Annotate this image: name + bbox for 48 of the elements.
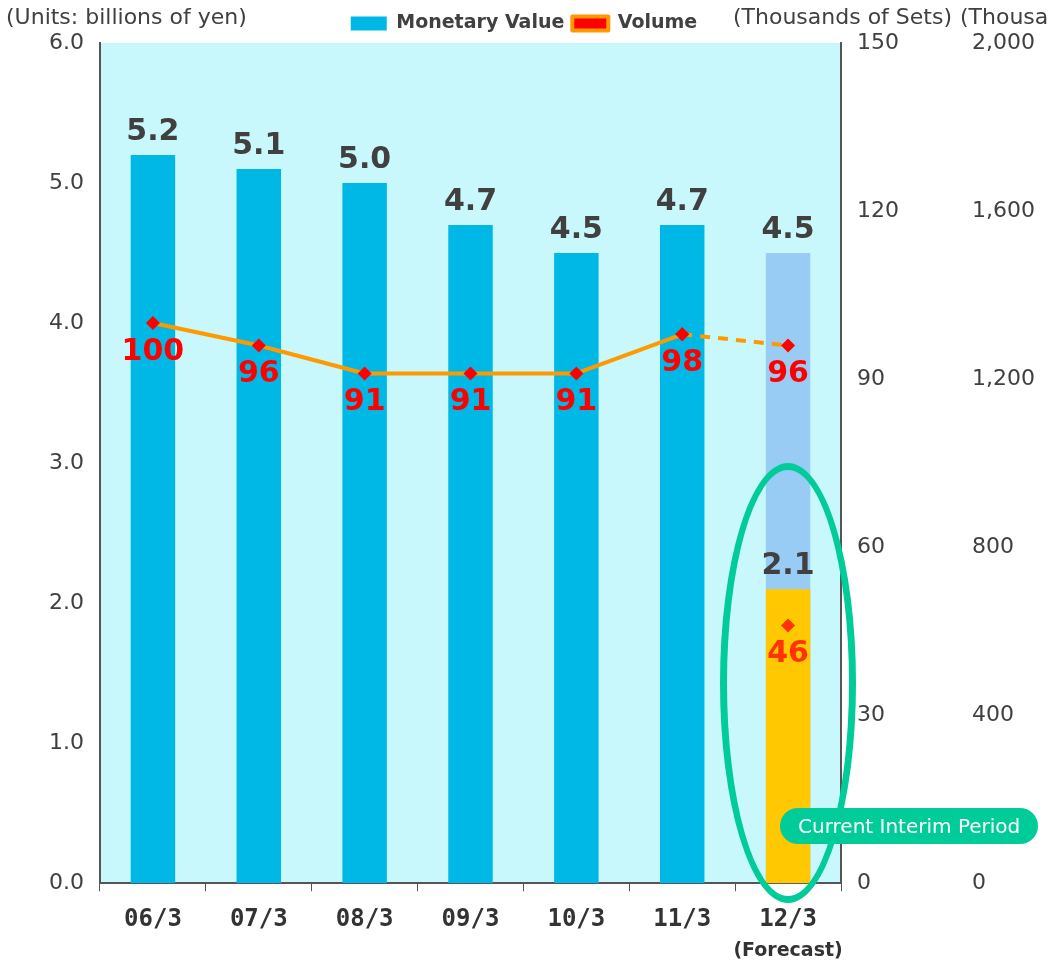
y-tick-label: 4.0 (49, 308, 84, 334)
x-tick-label: 07/3 (229, 903, 288, 932)
data-label: 2.1 (761, 545, 815, 581)
data-label: 46 (767, 634, 809, 670)
y2-axis-title: (Thousands of Sets) (732, 3, 952, 29)
data-label: 4.5 (549, 209, 603, 245)
data-label: 91 (555, 382, 598, 418)
y-axis-title: (Units: billions of yen) (6, 3, 247, 29)
data-label: 96 (237, 354, 280, 390)
y2-tick-label: 150 (857, 28, 899, 54)
y3-axis-title: (Thousa (960, 3, 1048, 29)
x-tick-label: 09/3 (441, 903, 500, 932)
x-tick-label: 08/3 (335, 903, 394, 932)
data-label: 4.5 (761, 209, 815, 245)
y3-tick-label: 800 (972, 532, 1014, 558)
y3-tick-label: 400 (972, 700, 1014, 726)
data-label: 98 (661, 343, 704, 379)
y-tick-label: 1.0 (49, 728, 84, 754)
y2-tick-label: 30 (857, 700, 885, 726)
text: (Forecast) (733, 937, 843, 960)
y-tick-label: 3.0 (49, 448, 84, 474)
x-tick-label: 06/3 (124, 903, 182, 932)
y2-tick-label: 60 (857, 532, 885, 558)
data-label: 5.0 (338, 139, 392, 175)
x-tick-label: 12/3 (759, 903, 817, 932)
data-label: 91 (343, 382, 386, 418)
data-label: 91 (449, 382, 492, 418)
data-label: 4.7 (655, 181, 709, 217)
y-tick-label: 5.0 (49, 168, 84, 194)
y2-tick-label: 0 (857, 868, 871, 894)
y3-tick-label: 2,000 (972, 28, 1035, 54)
y2-tick-label: 90 (857, 364, 885, 390)
y2-tick-label: 120 (857, 196, 899, 222)
y3-tick-label: 1,200 (972, 364, 1035, 390)
data-label: 4.7 (443, 181, 498, 217)
x-tick-label: 10/3 (547, 903, 606, 932)
data-label: 96 (767, 354, 809, 390)
y-tick-label: 6.0 (49, 28, 84, 54)
data-label: 5.2 (126, 111, 180, 147)
legend-label: Volume (617, 10, 698, 33)
y-tick-label: 2.0 (49, 588, 84, 614)
y3-tick-label: 0 (972, 868, 986, 894)
y3-tick-label: 1,600 (972, 196, 1035, 222)
y-tick-label: 0.0 (49, 868, 84, 894)
annotation: Current Interim Period (780, 808, 1039, 845)
data-label: 5.1 (232, 125, 286, 161)
x-tick-label: 11/3 (653, 903, 712, 932)
legend-label: Monetary Value (396, 10, 565, 33)
